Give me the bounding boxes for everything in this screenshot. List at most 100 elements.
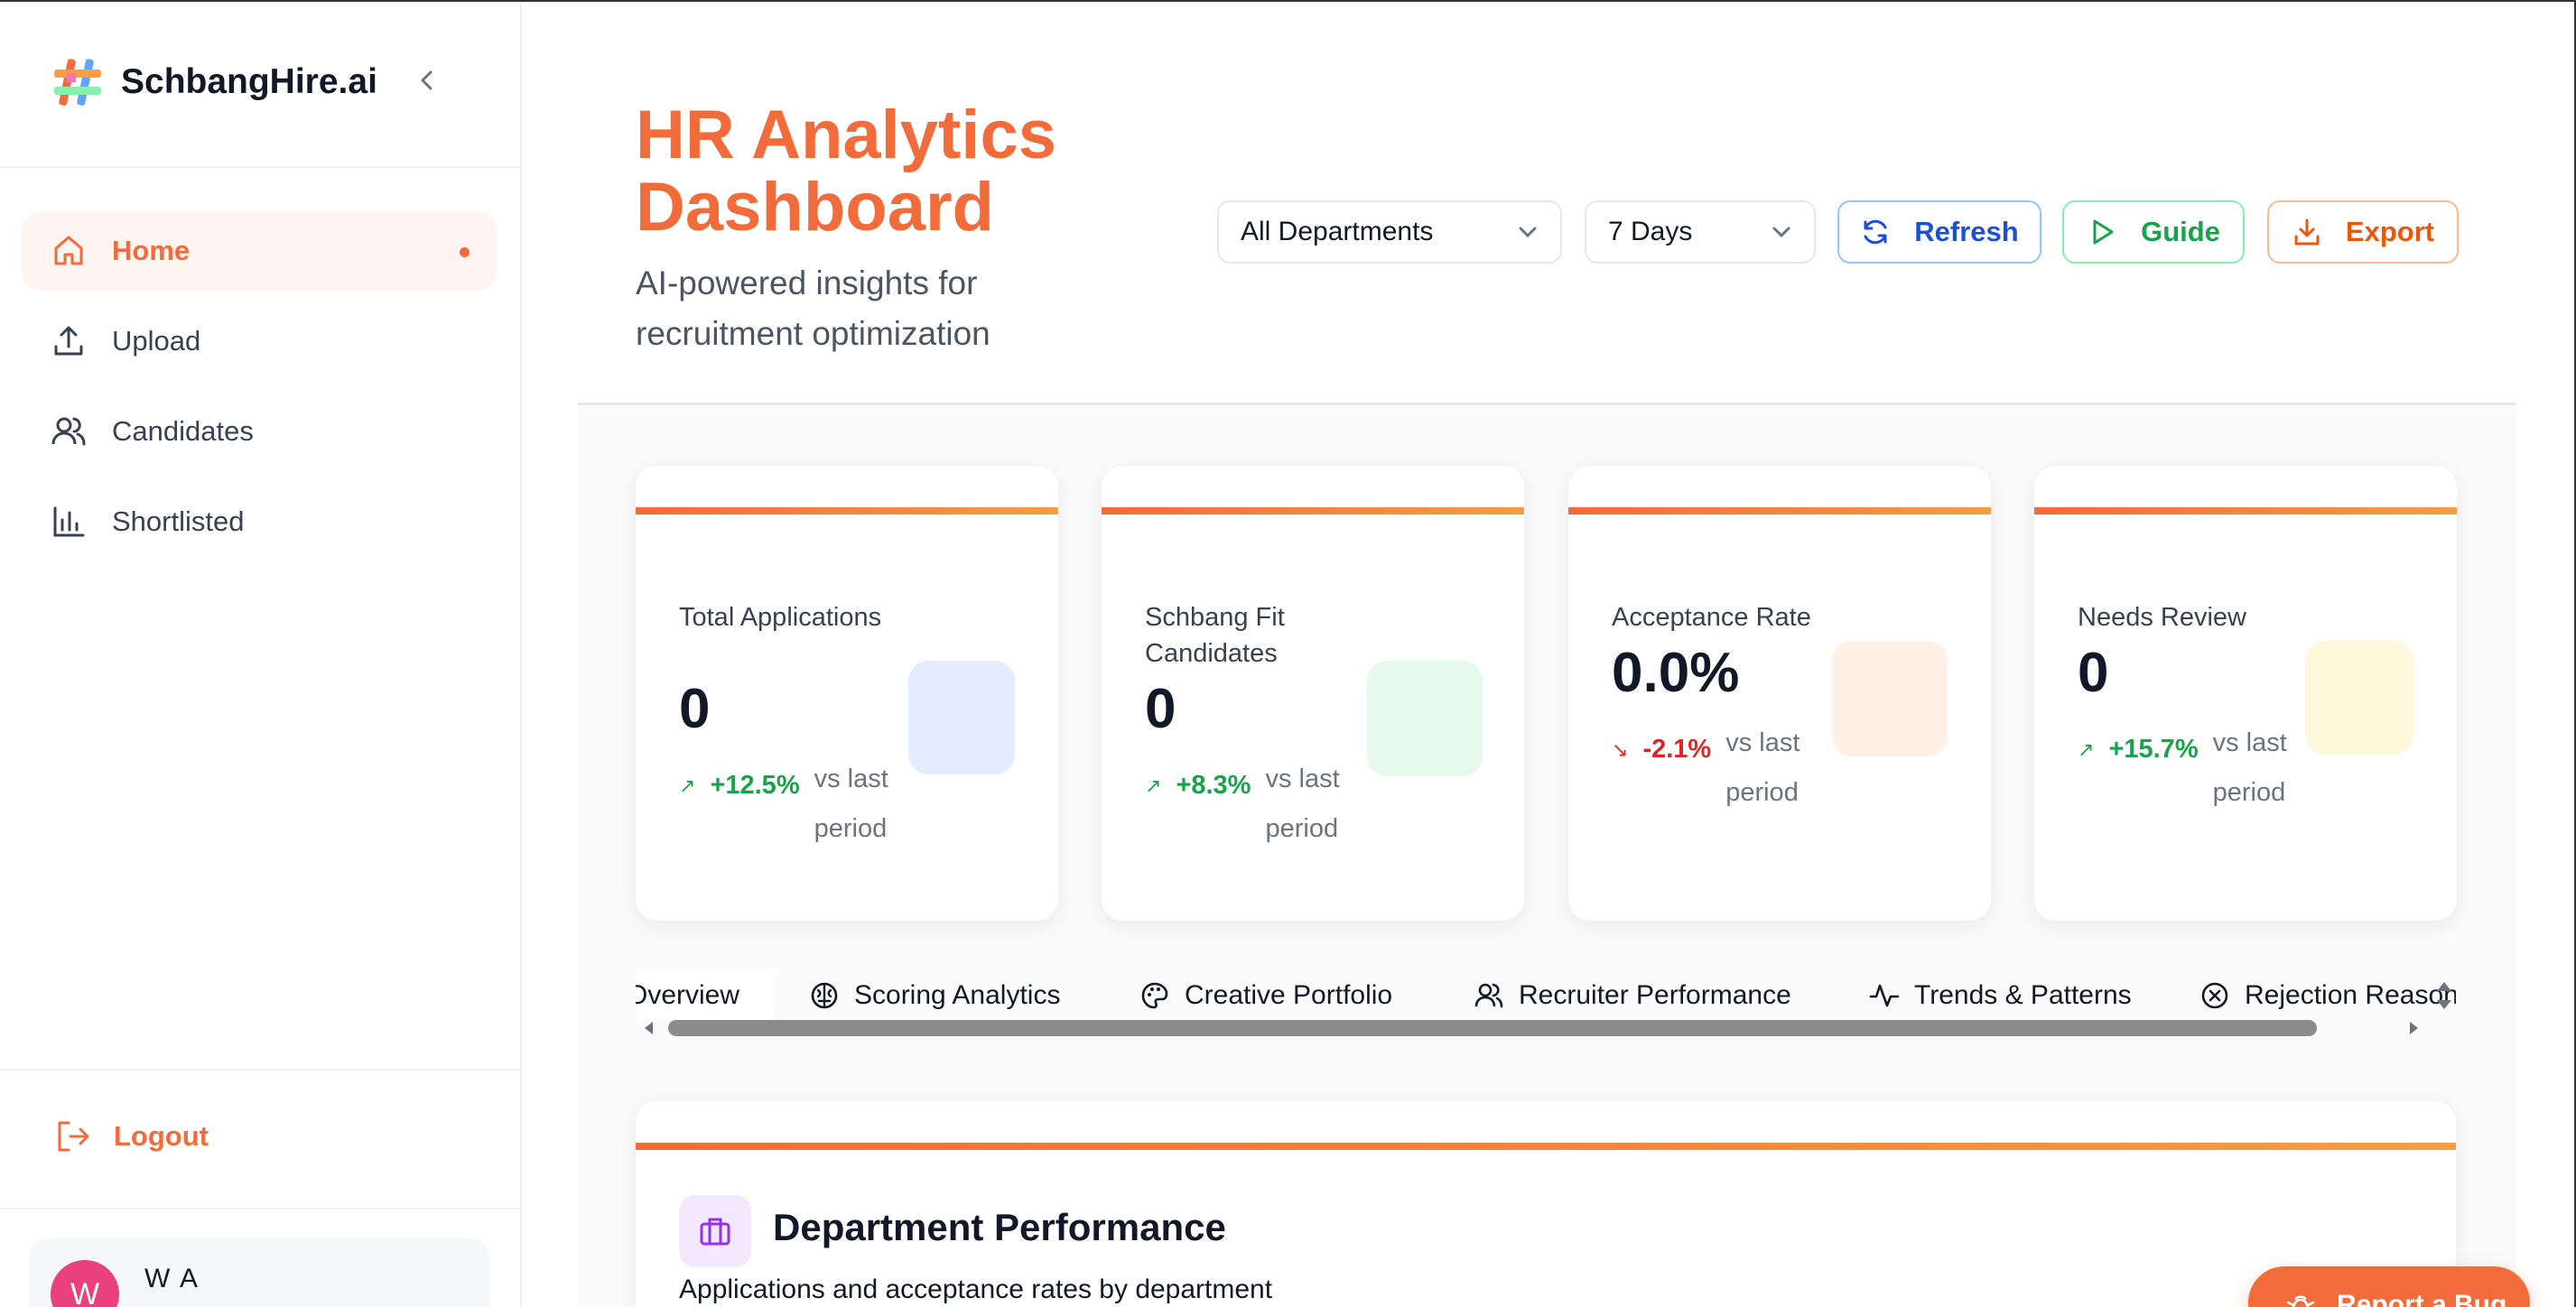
- sidebar-item-candidates[interactable]: Candidates: [22, 392, 497, 471]
- trend-down-icon: ↘: [1612, 738, 1629, 761]
- stat-label: Needs Review: [2078, 603, 2246, 632]
- stat-value: 0.0%: [1612, 642, 1740, 704]
- stat-card-needs-review: Needs Review 0 ↗ +15.7% vs last period: [2034, 466, 2457, 921]
- scrollbar-thumb[interactable]: [668, 1020, 2317, 1036]
- chevron-left-icon: [421, 70, 432, 90]
- scroll-left-icon[interactable]: [641, 1020, 657, 1036]
- period-select-value: 7 Days: [1608, 217, 1693, 246]
- play-icon: [2087, 217, 2117, 247]
- tabs-scrollbar[interactable]: [636, 1018, 2456, 1038]
- stat-label: Total Applications: [679, 603, 882, 632]
- sidebar-item-label: Candidates: [112, 415, 254, 447]
- brand[interactable]: SchbangHire.ai: [51, 54, 377, 110]
- trend-up-icon: ↗: [1145, 774, 1162, 797]
- page-title: HR Analytics Dashboard: [636, 97, 1056, 246]
- refresh-button[interactable]: Refresh: [1837, 200, 2041, 264]
- page-subtitle: AI-powered insights for recruitment opti…: [636, 264, 990, 352]
- refresh-icon: [1860, 217, 1891, 247]
- sidebar-item-label: Shortlisted: [112, 505, 245, 537]
- refresh-label: Refresh: [1914, 216, 2019, 247]
- sidebar-item-home[interactable]: Home: [22, 211, 497, 291]
- stat-icon-placeholder: [908, 661, 1015, 774]
- trend-up-icon: ↗: [2078, 738, 2095, 761]
- brand-name: SchbangHire.ai: [121, 62, 377, 101]
- header-divider: [578, 403, 2516, 405]
- tab-trends-patterns[interactable]: Trends & Patterns: [1869, 969, 2132, 1022]
- department-select-value: All Departments: [1241, 217, 1434, 246]
- stat-value: 0: [1145, 678, 1176, 740]
- scroll-right-icon[interactable]: [2405, 1020, 2422, 1036]
- upload-icon: [51, 323, 87, 359]
- card-accent-bar: [1568, 507, 1991, 514]
- logout-button[interactable]: Logout: [54, 1117, 209, 1155]
- user-card[interactable]: W W A: [29, 1238, 489, 1307]
- stat-value: 0: [2078, 642, 2109, 704]
- bug-icon: [2284, 1290, 2317, 1307]
- activity-icon: [1869, 980, 1900, 1011]
- tab-label: Trends & Patterns: [1914, 980, 2132, 1010]
- active-indicator: [460, 247, 470, 257]
- stat-change-caption: vs last period: [814, 765, 888, 843]
- sidebar-item-label: Upload: [112, 325, 201, 357]
- stat-icon-placeholder: [1367, 661, 1483, 776]
- stat-change-caption: vs last period: [1725, 728, 1800, 807]
- stat-icon-placeholder: [1832, 641, 1948, 756]
- stat-change: ↗ +12.5% vs last period: [679, 764, 914, 854]
- brain-icon: [809, 980, 840, 1011]
- guide-label: Guide: [2141, 216, 2220, 247]
- sidebar: SchbangHire.ai Home Upload Candidates: [0, 0, 522, 1307]
- right-gutter: [2516, 0, 2576, 1307]
- users-icon: [51, 413, 87, 450]
- report-bug-button[interactable]: Report a Bug: [2248, 1266, 2530, 1307]
- x-circle-icon: [2199, 980, 2230, 1011]
- stat-label: Acceptance Rate: [1612, 603, 1811, 632]
- avatar: W: [51, 1260, 119, 1307]
- stat-change: ↗ +8.3% vs last period: [1145, 764, 1364, 854]
- tab-scoring-analytics[interactable]: Scoring Analytics: [809, 969, 1060, 1022]
- stat-change-value: +8.3%: [1176, 771, 1251, 800]
- tab-label: Scoring Analytics: [854, 980, 1061, 1010]
- sidebar-divider: [0, 166, 522, 168]
- stat-change-value: -2.1%: [1642, 735, 1712, 764]
- sidebar-item-label: Home: [112, 235, 191, 266]
- stat-card-total-applications: Total Applications 0 ↗ +12.5% vs last pe…: [636, 466, 1058, 921]
- export-label: Export: [2345, 216, 2435, 247]
- department-select[interactable]: All Departments: [1217, 200, 1562, 264]
- report-bug-label: Report a Bug: [2337, 1290, 2507, 1307]
- download-icon: [2292, 217, 2322, 247]
- tab-label: Rejection Reasons: [2245, 980, 2456, 1010]
- stat-card-acceptance-rate: Acceptance Rate 0.0% ↘ -2.1% vs last per…: [1568, 466, 1991, 921]
- tabs-bar: Overview Scoring Analytics Creative Port…: [636, 969, 2456, 1024]
- section-subtitle: Applications and acceptance rates by dep…: [679, 1275, 1273, 1304]
- stat-change-value: +15.7%: [2108, 735, 2199, 764]
- brand-logo-icon: [54, 59, 101, 106]
- window-frame: [0, 0, 2576, 2]
- scroll-updown-icon[interactable]: [2434, 977, 2454, 1015]
- sidebar-item-shortlisted[interactable]: Shortlisted: [22, 482, 497, 561]
- tab-recruiter-performance[interactable]: Recruiter Performance: [1474, 969, 1791, 1022]
- period-select[interactable]: 7 Days: [1585, 200, 1816, 264]
- collapse-sidebar-button[interactable]: [412, 65, 442, 96]
- user-name: W A: [144, 1264, 200, 1293]
- trend-up-icon: ↗: [679, 774, 696, 797]
- stat-change-caption: vs last period: [2212, 728, 2287, 807]
- stat-value: 0: [679, 678, 711, 740]
- tab-rejection-reasons[interactable]: Rejection Reasons: [2199, 969, 2456, 1022]
- home-icon: [51, 233, 87, 269]
- card-accent-bar: [2034, 507, 2457, 514]
- users-icon: [1474, 980, 1504, 1011]
- tab-creative-portfolio[interactable]: Creative Portfolio: [1139, 969, 1392, 1022]
- stat-change-value: +12.5%: [710, 771, 800, 800]
- stat-card-schbang-fit: Schbang Fit Candidates 0 ↗ +8.3% vs last…: [1102, 466, 1524, 921]
- stat-icon-placeholder: [2305, 641, 2413, 755]
- tab-overview[interactable]: Overview: [636, 969, 775, 1022]
- stat-change: ↗ +15.7% vs last period: [2078, 728, 2312, 818]
- sidebar-item-upload[interactable]: Upload: [22, 301, 497, 381]
- chevron-down-icon: [1519, 227, 1537, 238]
- export-button[interactable]: Export: [2267, 200, 2459, 264]
- sidebar-nav: Home Upload Candidates Shortlisted: [22, 211, 497, 572]
- section-title: Department Performance: [773, 1206, 1226, 1248]
- tab-label: Overview: [636, 980, 740, 1010]
- chevron-down-icon: [1772, 227, 1790, 238]
- guide-button[interactable]: Guide: [2062, 200, 2245, 264]
